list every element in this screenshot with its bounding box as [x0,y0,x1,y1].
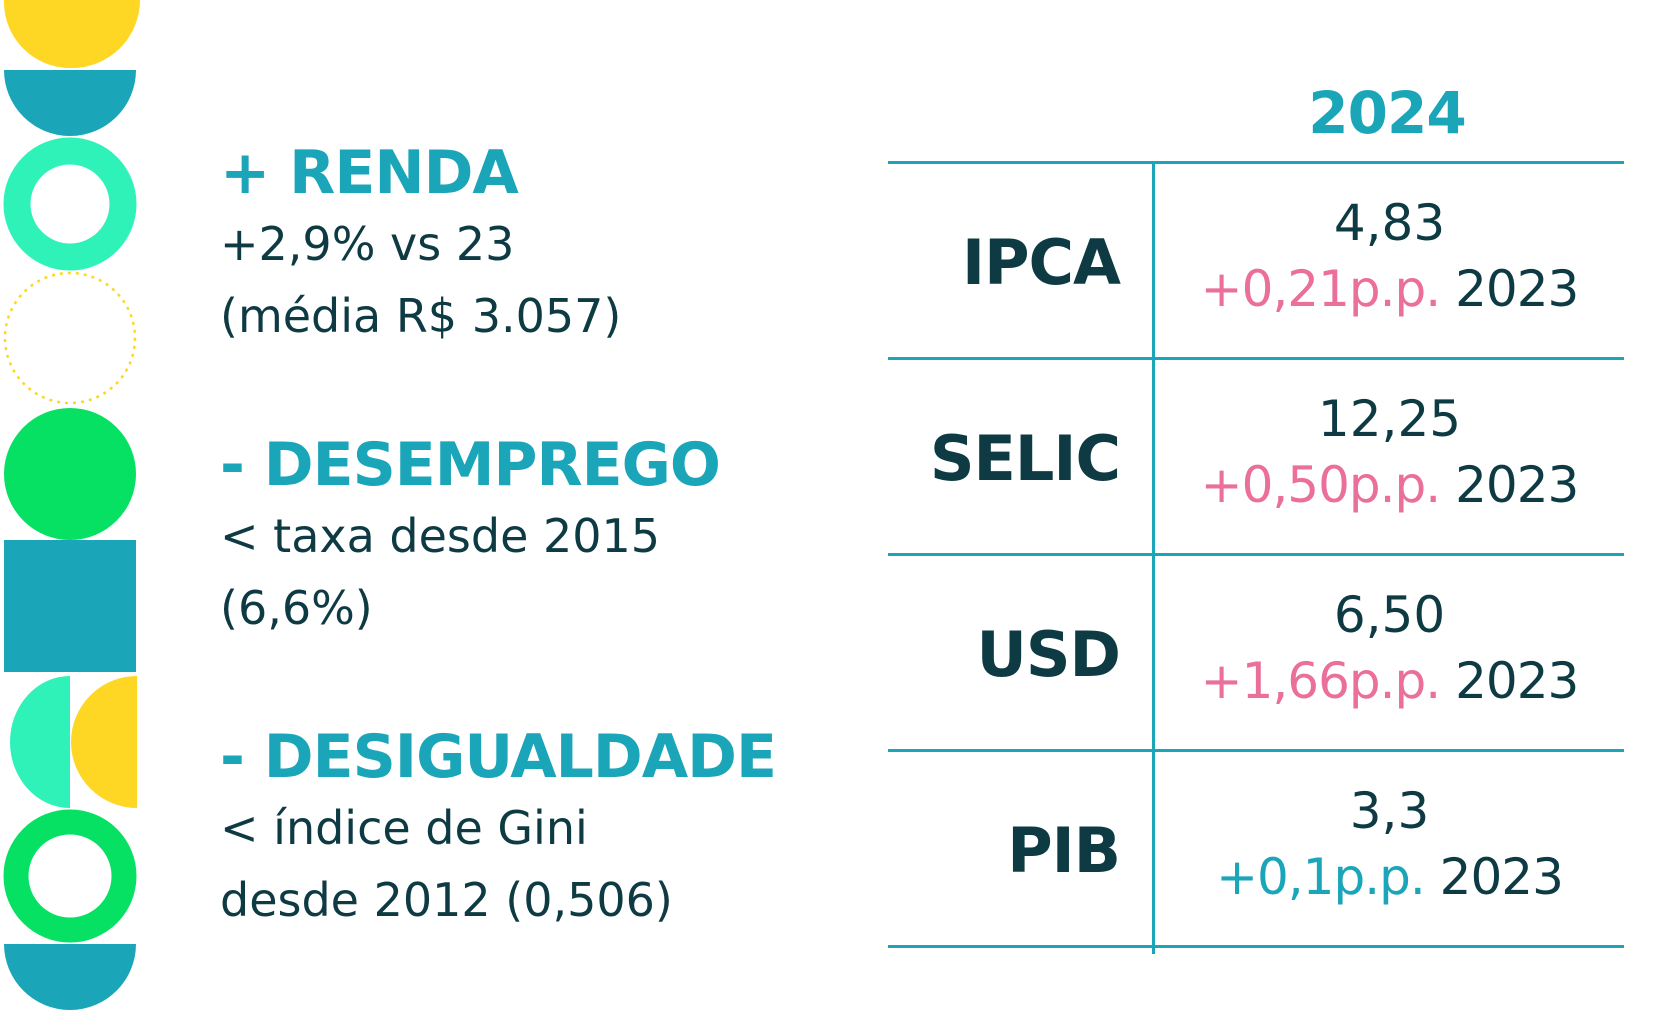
table-divider [888,553,1624,556]
row-change: +0,50p.p. 2023 [1155,452,1624,518]
table-column-divider [1152,164,1155,954]
row-cell: 6,50 +1,66p.p. 2023 [1155,582,1624,714]
row-reference-year: 2023 [1455,652,1579,710]
indicator-desemprego: - DESEMPREGO < taxa desde 2015 (6,6%) [220,430,721,644]
row-label: USD [976,618,1121,691]
table-row-selic: SELIC 12,25 +0,50p.p. 2023 [888,360,1624,557]
dotted-circle-shape [3,271,137,405]
indicator-detail: (6,6%) [220,581,373,635]
teal-half-circle-shape [4,70,136,136]
row-cell: 4,83 +0,21p.p. 2023 [1155,190,1624,322]
row-change: +1,66p.p. 2023 [1155,648,1624,714]
row-value: 6,50 [1333,586,1446,644]
mint-ring-shape [3,137,137,271]
row-delta: +0,50p.p. [1200,456,1441,514]
yellow-half-circle-shape [4,2,136,68]
indicator-renda: + RENDA +2,9% vs 23 (média R$ 3.057) [220,138,621,352]
row-delta: +0,1p.p. [1216,848,1426,906]
table-divider [888,161,1624,164]
table-divider [888,945,1624,948]
row-label: IPCA [962,226,1121,299]
yellow-half-disc-shape [71,676,137,808]
mint-half-disc-shape [10,676,70,808]
row-cell: 12,25 +0,50p.p. 2023 [1155,386,1624,518]
row-delta: +1,66p.p. [1200,652,1441,710]
table-row-pib: PIB 3,3 +0,1p.p. 2023 [888,752,1624,949]
indicator-heading: + RENDA [220,138,519,208]
indicator-detail: (média R$ 3.057) [220,289,622,343]
row-reference-year: 2023 [1439,848,1564,906]
indicator-desigualdade: - DESIGUALDADE < índice de Gini desde 20… [220,722,777,936]
indicator-heading: - DESIGUALDADE [220,722,777,792]
green-disc-shape [4,408,136,540]
row-label: SELIC [929,422,1121,495]
row-label: PIB [1007,814,1121,887]
indicator-detail: desde 2012 (0,506) [220,873,673,927]
row-value: 3,3 [1349,782,1430,840]
teal-square-shape [4,540,136,672]
row-change: +0,1p.p. 2023 [1155,844,1624,910]
row-change: +0,21p.p. 2023 [1155,256,1624,322]
indicator-detail: +2,9% vs 23 [220,217,515,271]
table-row-usd: USD 6,50 +1,66p.p. 2023 [888,556,1624,753]
row-value: 12,25 [1317,390,1462,448]
green-ring-shape [3,809,137,943]
table-divider [888,357,1624,360]
row-delta: +0,21p.p. [1200,260,1441,318]
table-row-ipca: IPCA 4,83 +0,21p.p. 2023 [888,164,1624,361]
row-cell: 3,3 +0,1p.p. 2023 [1155,778,1624,910]
indicators-table: 2024 IPCA 4,83 +0,21p.p. 2023 SELIC 12,2… [888,0,1624,1016]
teal-half-circle-shape [4,944,136,1010]
table-year-header: 2024 [1308,79,1466,147]
row-value: 4,83 [1333,194,1446,252]
row-reference-year: 2023 [1455,456,1579,514]
decorative-shapes-column [3,0,140,1010]
indicator-heading: - DESEMPREGO [220,430,721,500]
indicator-detail: < taxa desde 2015 [220,509,661,563]
table-divider [888,749,1624,752]
indicator-detail: < índice de Gini [220,801,588,855]
row-reference-year: 2023 [1455,260,1579,318]
